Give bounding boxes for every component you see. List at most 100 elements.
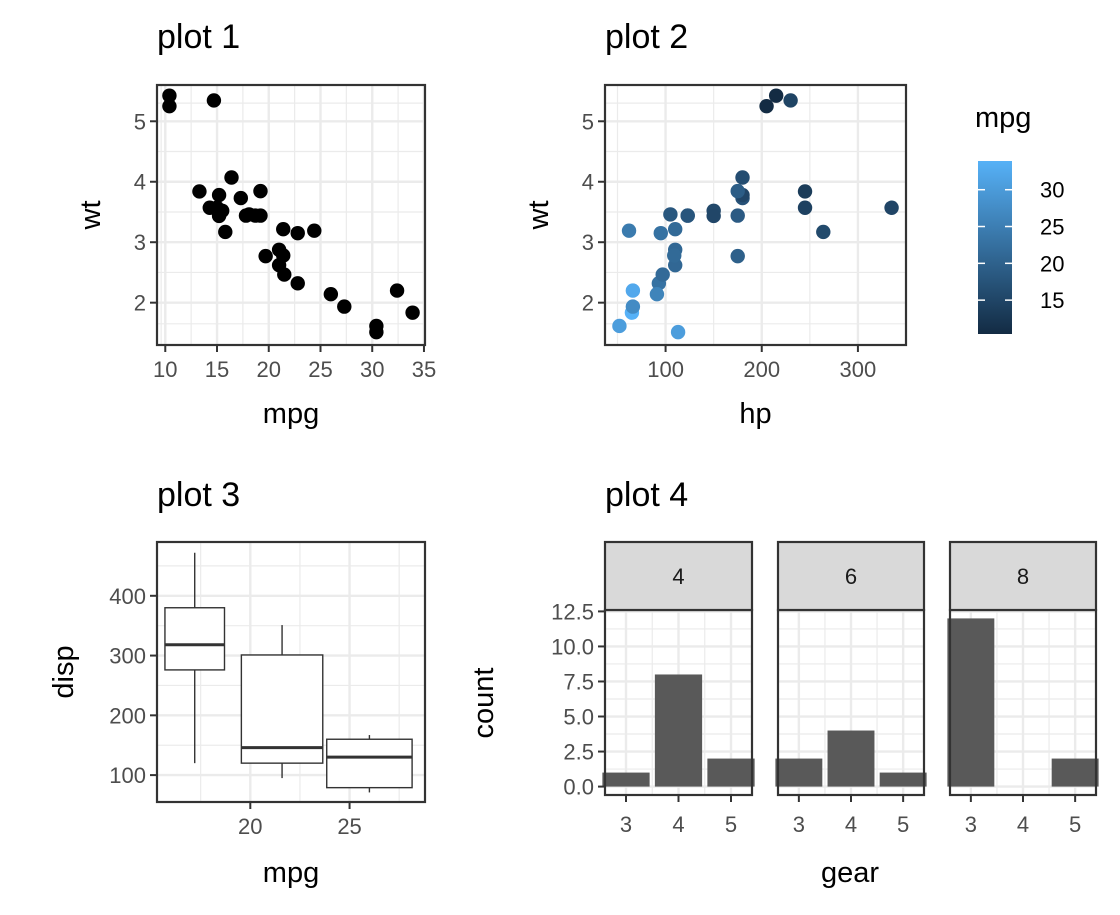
x-tick-label: 4 [845, 812, 857, 837]
x-tick-label: 5 [1069, 812, 1081, 837]
scatter-point [405, 305, 420, 320]
y-tick-label: 3 [582, 230, 594, 255]
x-tick-label: 20 [257, 357, 281, 382]
y-tick-label: 400 [109, 584, 146, 609]
panel-border [603, 83, 908, 347]
bar [654, 674, 703, 787]
plot-2-y-axis-title: wt [523, 201, 555, 231]
y-tick-label: 10.0 [551, 634, 594, 659]
scatter-point [735, 170, 750, 185]
scatter-point [621, 223, 637, 238]
scatter-point [655, 267, 670, 282]
facet-strip-label: 4 [672, 564, 684, 589]
scatter-point [612, 318, 627, 334]
scatter-point [218, 224, 233, 240]
color-legend: mpg 15 20 25 30 [975, 102, 1064, 334]
scatter-point [667, 248, 682, 263]
scatter-point [625, 283, 641, 298]
facet-strip [776, 540, 926, 612]
legend-tick-label: 15 [1040, 288, 1064, 313]
legend-tick-label: 25 [1040, 215, 1064, 240]
scatter-point [276, 248, 291, 263]
panel-border [155, 540, 427, 804]
y-tick-label: 5 [134, 109, 146, 134]
scatter-point [730, 208, 745, 223]
y-tick-label: 2 [134, 291, 146, 316]
plot-2: plot 2 100 200 300 2 3 4 5 hp wt mpg 15 20 25 30 [523, 18, 1064, 430]
scatter-point [224, 170, 239, 185]
box-body [326, 738, 413, 789]
scatter-point [816, 224, 831, 240]
scatter-point [209, 200, 225, 215]
plot-2-x-axis-title: hp [739, 398, 771, 430]
scatter-point [307, 223, 322, 238]
x-tick-label: 5 [897, 812, 909, 837]
y-tick-label: 3 [134, 230, 146, 255]
plot-1-y-axis-title: wt [75, 201, 107, 231]
y-tick-label: 200 [109, 703, 146, 728]
x-tick-label: 300 [840, 357, 877, 382]
y-tick-label: 2.5 [563, 740, 594, 765]
scatter-point [668, 222, 683, 237]
scatter-point [323, 287, 339, 302]
y-tick-label: 5.0 [563, 705, 594, 730]
plot-2-title: plot 2 [605, 18, 688, 56]
plot-3: plot 3 20 25 100 200 300 400 mpg disp [48, 476, 427, 889]
scatter-point [680, 208, 695, 223]
scatter-point [253, 208, 268, 223]
bar [827, 730, 875, 787]
x-tick-label: 20 [238, 814, 262, 839]
scatter-point [625, 299, 641, 314]
plot-4-y-axis-title: count [468, 668, 500, 739]
plot-4: plot 4 4 3 4 5 6 3 4 5 8 3 4 5 0.0 2.5 5.0 7.5 10.0 12.5 ge… [468, 476, 1099, 889]
scatter-point [192, 184, 207, 199]
x-tick-label: 3 [620, 812, 632, 837]
plot-3-y-axis-title: disp [48, 645, 80, 698]
y-tick-label: 7.5 [563, 669, 594, 694]
x-tick-label: 200 [743, 357, 780, 382]
legend-title: mpg [975, 102, 1031, 134]
plot-4-x-axis-title: gear [821, 857, 879, 889]
facet-panel: 6 3 4 5 [775, 540, 927, 837]
facet-panel: 4 3 4 5 [602, 540, 755, 837]
scatter-point [211, 187, 227, 203]
facet-strip [603, 540, 754, 612]
bar [947, 618, 995, 787]
x-tick-label: 3 [965, 812, 977, 837]
scatter-point [238, 208, 254, 223]
bar [602, 772, 650, 787]
scatter-point [884, 200, 899, 215]
x-tick-label: 4 [672, 812, 684, 837]
plot-1-title: plot 1 [157, 18, 240, 56]
plot-3-x-axis-title: mpg [263, 857, 319, 889]
x-tick-label: 15 [205, 357, 229, 382]
scatter-point [730, 183, 745, 199]
bar [1051, 758, 1099, 787]
scatter-point [759, 98, 774, 114]
bar [707, 758, 755, 787]
scatter-point [253, 183, 268, 199]
y-tick-label: 4 [134, 170, 146, 195]
x-tick-label: 5 [725, 812, 737, 837]
legend-tick-label: 30 [1040, 178, 1064, 203]
y-tick-label: 4 [582, 170, 594, 195]
scatter-point [389, 283, 405, 298]
x-tick-label: 35 [412, 357, 436, 382]
x-tick-label: 4 [1017, 812, 1029, 837]
scatter-point [663, 207, 678, 222]
plot-3-title: plot 3 [157, 476, 240, 514]
scatter-point [233, 190, 249, 206]
facet-strip-label: 8 [1017, 564, 1029, 589]
y-tick-label: 0.0 [563, 775, 594, 800]
x-tick-label: 100 [647, 357, 684, 382]
colorbar [978, 161, 1012, 334]
y-tick-label: 12.5 [551, 599, 594, 624]
x-tick-label: 25 [337, 814, 361, 839]
scatter-point [258, 248, 273, 264]
scatter-point [277, 267, 292, 282]
x-tick-label: 10 [153, 357, 177, 382]
scatter-point [369, 324, 384, 340]
y-tick-label: 5 [582, 109, 594, 134]
scatter-point [783, 93, 798, 108]
